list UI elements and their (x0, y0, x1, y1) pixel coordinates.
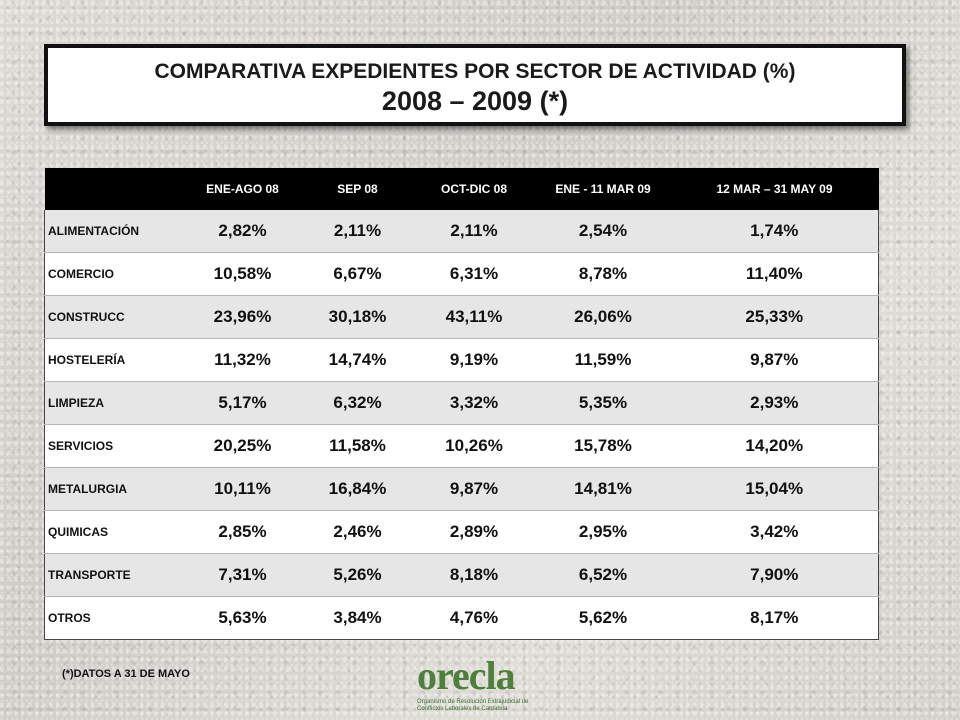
sector-label: ALIMENTACIÓN (44, 210, 183, 253)
table-cell: 3,32% (412, 381, 536, 425)
orecla-logo: orecla Organismo de Resolución Extrajudi… (413, 652, 553, 718)
table-cell: 2,11% (302, 210, 413, 253)
table-cell: 2,85% (182, 510, 303, 554)
table-cell: 10,58% (182, 252, 303, 296)
sector-label: METALURGIA (44, 467, 183, 511)
table-cell: 2,95% (535, 510, 671, 554)
table-cell: 8,17% (670, 596, 879, 640)
table-cell: 16,84% (302, 467, 413, 511)
table-cell: 2,93% (670, 381, 879, 425)
table-cell: 5,62% (535, 596, 671, 640)
table-cell: 2,54% (535, 210, 671, 253)
table-cell: 26,06% (535, 295, 671, 339)
logo-tagline: Organismo de Resolución Extrajudicial de… (417, 699, 529, 712)
table-cell: 20,25% (182, 424, 303, 468)
table-cell: 23,96% (182, 295, 303, 339)
sector-label: QUIMICAS (44, 510, 183, 554)
table-cell: 6,31% (412, 252, 536, 296)
table-cell: 15,78% (535, 424, 671, 468)
table-row: QUIMICAS 2,85% 2,46% 2,89% 2,95% 3,42% (44, 510, 879, 554)
table-row: SERVICIOS 20,25% 11,58% 10,26% 15,78% 14,20% (44, 424, 879, 468)
table-cell: 3,84% (302, 596, 413, 640)
table-cell: 11,32% (182, 338, 303, 382)
column-header: ENE - 11 MAR 09 (535, 168, 671, 210)
table-header-row: ENE-AGO 08 SEP 08 OCT-DIC 08 ENE - 11 MA… (44, 168, 879, 210)
table-row: CONSTRUCC 23,96% 30,18% 43,11% 26,06% 25,33% (44, 295, 879, 339)
table-cell: 8,18% (412, 553, 536, 597)
table-cell: 5,26% (302, 553, 413, 597)
table-cell: 2,11% (412, 210, 536, 253)
sector-label: OTROS (44, 596, 183, 640)
title-box: COMPARATIVA EXPEDIENTES POR SECTOR DE AC… (44, 44, 906, 126)
table-cell: 2,46% (302, 510, 413, 554)
table-cell: 11,59% (535, 338, 671, 382)
sector-label: LIMPIEZA (44, 381, 183, 425)
table-cell: 11,58% (302, 424, 413, 468)
column-header: OCT-DIC 08 (412, 168, 536, 210)
table-cell: 5,35% (535, 381, 671, 425)
table-cell: 14,74% (302, 338, 413, 382)
table-row: COMERCIO 10,58% 6,67% 6,31% 8,78% 11,40% (44, 252, 879, 296)
table-cell: 4,76% (412, 596, 536, 640)
table-cell: 7,31% (182, 553, 303, 597)
sector-label: TRANSPORTE (44, 553, 183, 597)
table-cell: 25,33% (670, 295, 879, 339)
table-cell: 6,32% (302, 381, 413, 425)
table-cell: 9,19% (412, 338, 536, 382)
table-cell: 1,74% (670, 210, 879, 253)
table-row: ALIMENTACIÓN 2,82% 2,11% 2,11% 2,54% 1,74% (44, 210, 879, 253)
footnote: (*)DATOS A 31 DE MAYO (62, 668, 190, 680)
table-cell: 2,89% (412, 510, 536, 554)
table-cell: 9,87% (412, 467, 536, 511)
data-table: ENE-AGO 08 SEP 08 OCT-DIC 08 ENE - 11 MA… (44, 168, 879, 640)
table-cell: 15,04% (670, 467, 879, 511)
table-cell: 10,11% (182, 467, 303, 511)
table-cell: 5,17% (182, 381, 303, 425)
column-header: SEP 08 (302, 168, 413, 210)
table-row: HOSTELERÍA 11,32% 14,74% 9,19% 11,59% 9,87% (44, 338, 879, 382)
table-cell: 43,11% (412, 295, 536, 339)
column-header (44, 168, 183, 210)
table-cell: 2,82% (182, 210, 303, 253)
table-row: OTROS 5,63% 3,84% 4,76% 5,62% 8,17% (44, 596, 879, 640)
table-row: METALURGIA 10,11% 16,84% 9,87% 14,81% 15,04% (44, 467, 879, 511)
table-cell: 8,78% (535, 252, 671, 296)
column-header: ENE-AGO 08 (182, 168, 303, 210)
sector-label: HOSTELERÍA (44, 338, 183, 382)
sector-label: CONSTRUCC (44, 295, 183, 339)
table-cell: 7,90% (670, 553, 879, 597)
table-row: LIMPIEZA 5,17% 6,32% 3,32% 5,35% 2,93% (44, 381, 879, 425)
table-cell: 14,81% (535, 467, 671, 511)
page-title: COMPARATIVA EXPEDIENTES POR SECTOR DE AC… (154, 60, 796, 83)
sector-label: COMERCIO (44, 252, 183, 296)
table-cell: 5,63% (182, 596, 303, 640)
table-cell: 6,67% (302, 252, 413, 296)
table-cell: 6,52% (535, 553, 671, 597)
page-subtitle: 2008 – 2009 (*) (381, 86, 569, 116)
table-cell: 9,87% (670, 338, 879, 382)
table-cell: 30,18% (302, 295, 413, 339)
table-cell: 11,40% (670, 252, 879, 296)
table-cell: 14,20% (670, 424, 879, 468)
column-header: 12 MAR – 31 MAY 09 (670, 168, 879, 210)
table-cell: 10,26% (412, 424, 536, 468)
sector-label: SERVICIOS (44, 424, 183, 468)
table-cell: 3,42% (670, 510, 879, 554)
logo-wordmark: orecla (417, 653, 516, 698)
table-row: TRANSPORTE 7,31% 5,26% 8,18% 6,52% 7,90% (44, 553, 879, 597)
